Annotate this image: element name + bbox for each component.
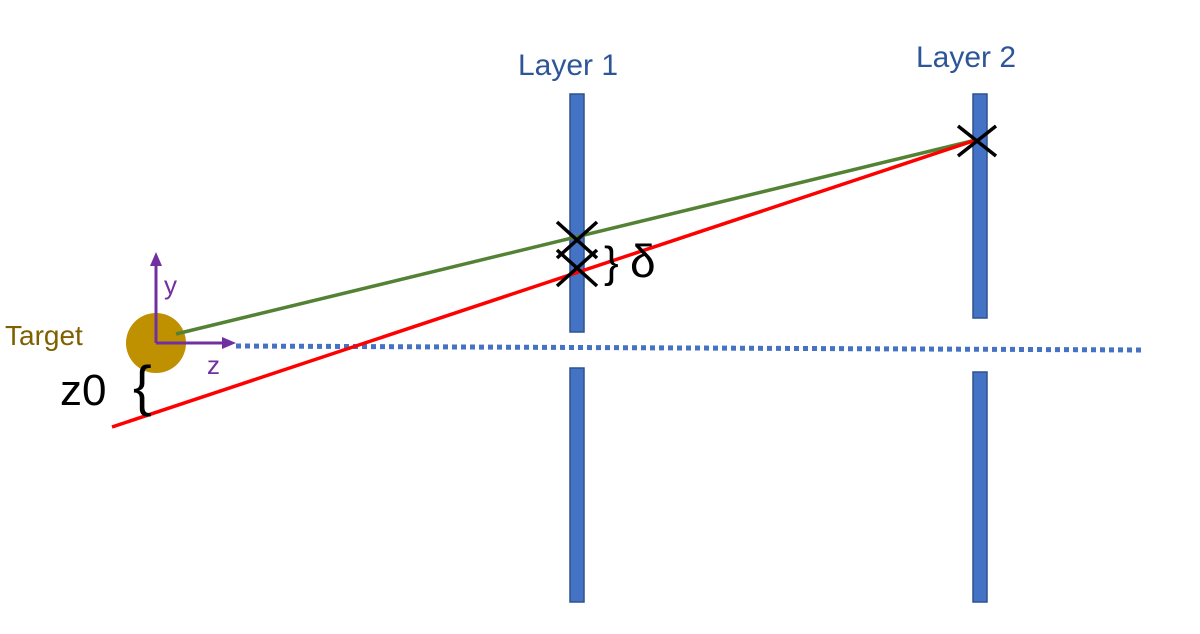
layer-2-lower-bar (972, 371, 988, 603)
target-label: Target (5, 320, 83, 351)
coordinate-axes (150, 252, 236, 349)
delta-brace: } (604, 238, 619, 287)
hit-marker-layer2 (956, 124, 998, 158)
red-track (111, 138, 977, 429)
y-axis-arrowhead (150, 252, 162, 266)
layer-2-upper-bar (972, 93, 988, 319)
z0-brace: { (133, 354, 152, 417)
delta-label: δ (630, 235, 656, 287)
layer-1-lower-bar (569, 367, 585, 603)
z-axis-label: z (207, 350, 220, 380)
layer-2-label: Layer 2 (916, 41, 1016, 74)
z0-label: z0 (60, 366, 106, 415)
z-axis-arrowhead (222, 337, 236, 349)
hit-marker-layer1-upper (555, 220, 599, 260)
beamline (235, 343, 1146, 353)
hit-marker-layer1-lower (555, 248, 599, 288)
layer-1-label: Layer 1 (518, 49, 618, 82)
layer-1-upper-bar (569, 93, 585, 333)
layer-2 (972, 93, 988, 603)
y-axis-label: y (164, 270, 177, 300)
